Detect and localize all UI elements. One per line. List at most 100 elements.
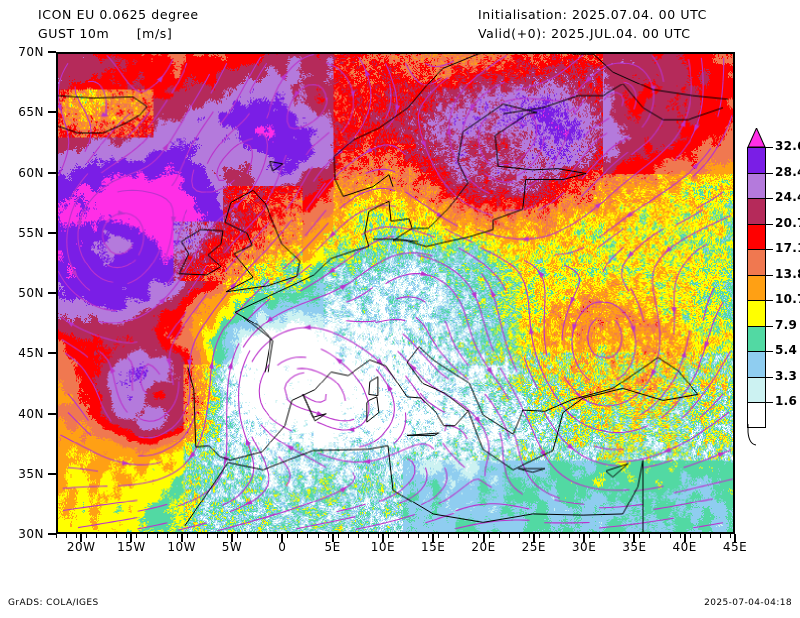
- lat-tick-label: 55N: [0, 226, 44, 240]
- lon-minor-tick: [670, 534, 671, 538]
- colorbar-value-label: 20.7: [775, 216, 800, 230]
- lon-minor-tick: [318, 534, 319, 538]
- lon-minor-tick: [368, 534, 369, 538]
- lon-minor-tick: [438, 534, 439, 538]
- colorbar-value-label: 13.8: [775, 267, 800, 281]
- colorbar-top-cap: [747, 128, 766, 148]
- lon-minor-tick: [529, 534, 530, 538]
- lon-minor-tick: [649, 534, 650, 538]
- lon-minor-tick: [76, 534, 77, 538]
- lat-tick: [48, 232, 56, 234]
- lon-minor-tick: [448, 534, 449, 538]
- lon-minor-tick: [408, 534, 409, 538]
- lat-tick-label: 45N: [0, 346, 44, 360]
- lon-minor-tick: [458, 534, 459, 538]
- colorbar-segment: [747, 198, 766, 224]
- field-title: GUST 10m [m/s]: [38, 26, 172, 41]
- lon-minor-tick: [227, 534, 228, 538]
- lon-minor-tick: [96, 534, 97, 538]
- lat-tick: [48, 111, 56, 113]
- colorbar-value-label: 17.1: [775, 241, 800, 255]
- lat-tick-label: 65N: [0, 105, 44, 119]
- lat-tick: [48, 292, 56, 294]
- lon-minor-tick: [629, 534, 630, 538]
- lon-minor-tick: [730, 534, 731, 538]
- lat-tick: [48, 51, 56, 53]
- lon-minor-tick: [136, 534, 137, 538]
- lon-minor-tick: [539, 534, 540, 538]
- colorbar-bottom-tail: [747, 424, 766, 446]
- lat-tick-label: 70N: [0, 45, 44, 59]
- weather-map-page: ICON EU 0.0625 degree GUST 10m [m/s] Ini…: [0, 0, 800, 618]
- colorbar-tick: [766, 377, 773, 378]
- colorbar-value-label: 10.7: [775, 292, 800, 306]
- lat-tick-label: 60N: [0, 166, 44, 180]
- colorbar-tick: [766, 402, 773, 403]
- colorbar-segment: [747, 275, 766, 301]
- footer-credit: GrADS: COLA/IGES: [8, 598, 99, 608]
- colorbar-tick: [766, 198, 773, 199]
- lon-minor-tick: [549, 534, 550, 538]
- lon-minor-tick: [106, 534, 107, 538]
- lon-tick-label: 45E: [705, 540, 765, 554]
- colorbar-value-label: 28.4: [775, 165, 800, 179]
- lon-minor-tick: [559, 534, 560, 538]
- lon-minor-tick: [478, 534, 479, 538]
- map-plot-area[interactable]: [56, 52, 735, 534]
- lon-minor-tick: [267, 534, 268, 538]
- lon-minor-tick: [207, 534, 208, 538]
- lat-tick-label: 35N: [0, 467, 44, 481]
- colorbar-segment: [747, 173, 766, 199]
- lon-minor-tick: [338, 534, 339, 538]
- lon-minor-tick: [167, 534, 168, 538]
- lon-minor-tick: [639, 534, 640, 538]
- colorbar-tick: [766, 326, 773, 327]
- lon-minor-tick: [297, 534, 298, 538]
- lon-minor-tick: [378, 534, 379, 538]
- lon-minor-tick: [619, 534, 620, 538]
- lon-minor-tick: [720, 534, 721, 538]
- colorbar: [747, 147, 766, 428]
- lon-minor-tick: [187, 534, 188, 538]
- colorbar-value-label: 7.9: [775, 318, 797, 332]
- lon-minor-tick: [66, 534, 67, 538]
- valid-time: Valid(+0): 2025.JUL.04. 00 UTC: [478, 26, 691, 41]
- lon-minor-tick: [217, 534, 218, 538]
- colorbar-tick: [766, 173, 773, 174]
- lon-minor-tick: [418, 534, 419, 538]
- gust-raster-canvas: [58, 54, 733, 532]
- lon-minor-tick: [660, 534, 661, 538]
- lon-minor-tick: [197, 534, 198, 538]
- lon-minor-tick: [499, 534, 500, 538]
- colorbar-value-label: 3.3: [775, 369, 797, 383]
- lat-tick: [48, 172, 56, 174]
- lon-minor-tick: [86, 534, 87, 538]
- colorbar-segment: [747, 147, 766, 173]
- colorbar-value-label: 1.6: [775, 394, 797, 408]
- colorbar-value-label: 24.4: [775, 190, 800, 204]
- colorbar-segment: [747, 377, 766, 403]
- colorbar-value-label: 5.4: [775, 343, 797, 357]
- colorbar-tick: [766, 351, 773, 352]
- lon-minor-tick: [680, 534, 681, 538]
- lon-minor-tick: [388, 534, 389, 538]
- lon-minor-tick: [358, 534, 359, 538]
- colorbar-tick: [766, 249, 773, 250]
- lon-minor-tick: [579, 534, 580, 538]
- lon-minor-tick: [428, 534, 429, 538]
- lat-tick: [48, 413, 56, 415]
- model-title: ICON EU 0.0625 degree: [38, 7, 199, 22]
- lon-minor-tick: [489, 534, 490, 538]
- lon-minor-tick: [710, 534, 711, 538]
- lon-minor-tick: [247, 534, 248, 538]
- initialisation-time: Initialisation: 2025.07.04. 00 UTC: [478, 7, 707, 22]
- colorbar-tick: [766, 224, 773, 225]
- colorbar-segment: [747, 351, 766, 377]
- lon-minor-tick: [348, 534, 349, 538]
- lat-tick-label: 30N: [0, 527, 44, 541]
- lat-tick: [48, 533, 56, 535]
- lon-minor-tick: [307, 534, 308, 538]
- lon-minor-tick: [468, 534, 469, 538]
- lon-minor-tick: [569, 534, 570, 538]
- lon-minor-tick: [147, 534, 148, 538]
